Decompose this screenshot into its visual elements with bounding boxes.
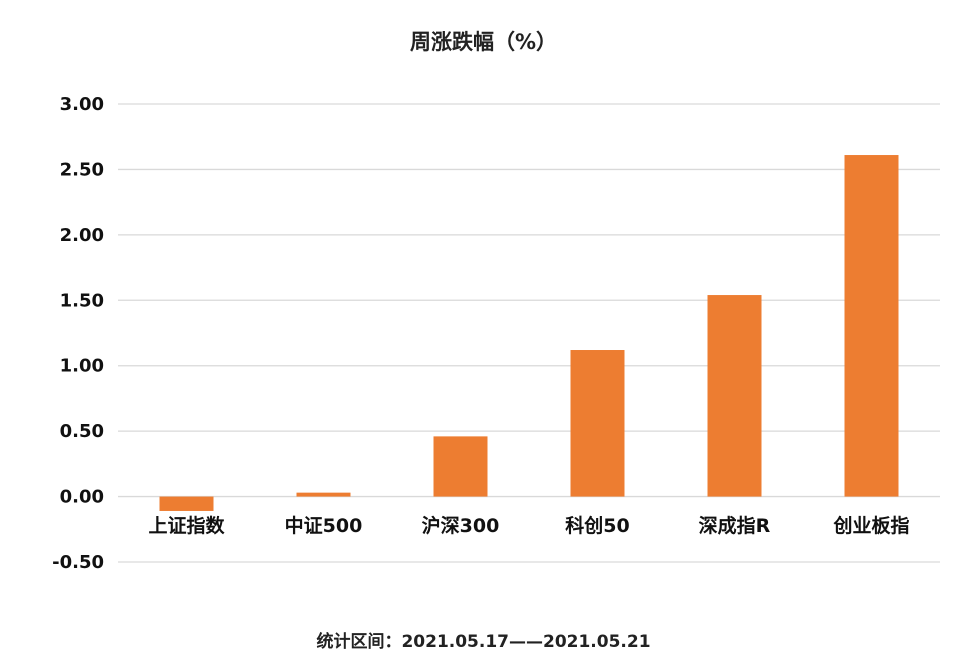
y-tick-label: 3.00 (60, 94, 104, 115)
y-tick-label: -0.50 (52, 552, 104, 573)
bar (296, 492, 351, 497)
bar-chart: 3.00 2.50 2.00 1.50 1.00 0.50 0.00 -0.50 上证指数 中证… (52, 94, 940, 573)
bar (570, 350, 625, 497)
x-category-label: 深成指R (699, 514, 771, 537)
bar (844, 155, 899, 497)
chart-title: 周涨跌幅（%） (409, 30, 558, 54)
y-axis-tick-labels: 3.00 2.50 2.00 1.50 1.00 0.50 0.00 -0.50 (52, 94, 104, 573)
y-tick-label: 2.00 (60, 225, 104, 246)
y-tick-label: 0.00 (60, 487, 104, 508)
x-category-label: 科创50 (565, 514, 629, 537)
x-category-label: 创业板指 (832, 514, 909, 537)
y-tick-label: 0.50 (60, 421, 104, 442)
y-tick-label: 1.00 (60, 356, 104, 377)
y-tick-label: 1.50 (60, 290, 104, 311)
gridlines (118, 103, 940, 563)
x-category-label: 中证500 (285, 514, 363, 537)
y-tick-label: 2.50 (60, 159, 104, 180)
bar (433, 436, 488, 497)
x-category-label: 沪深300 (422, 514, 500, 537)
bars (159, 155, 899, 511)
bar (159, 496, 214, 511)
bar (707, 295, 762, 497)
statistics-period-note: 统计区间：2021.05.17——2021.05.21 (316, 632, 651, 652)
x-category-label: 上证指数 (148, 514, 225, 537)
x-axis-category-labels: 上证指数 中证500 沪深300 科创50 深成指R 创业板指 (148, 514, 909, 537)
